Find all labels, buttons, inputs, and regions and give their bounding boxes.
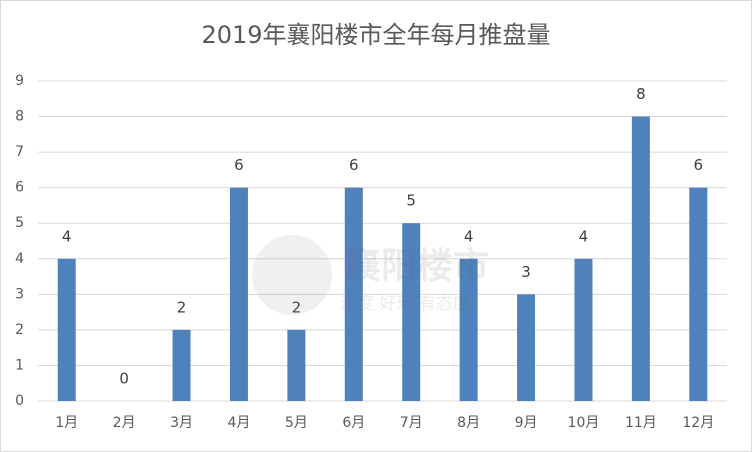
- data-label: 6: [349, 156, 359, 174]
- data-label: 6: [694, 156, 704, 174]
- x-tick-label: 11月: [625, 415, 657, 431]
- data-label: 2: [292, 298, 302, 316]
- bar: [344, 187, 363, 401]
- bar: [229, 187, 248, 401]
- bar: [57, 258, 76, 401]
- x-tick-label: 8月: [457, 415, 480, 431]
- bar: [689, 187, 708, 401]
- y-tick-label: 1: [15, 357, 24, 373]
- y-tick-label: 4: [15, 251, 24, 267]
- data-label: 5: [406, 192, 416, 210]
- data-label: 4: [62, 227, 72, 245]
- bar: [172, 329, 191, 401]
- x-tick-label: 5月: [285, 415, 308, 431]
- watermark: 襄阳楼市 深度 好玩 有态度: [252, 235, 489, 315]
- bar: [574, 258, 593, 401]
- x-tick-label: 7月: [400, 415, 423, 431]
- data-label: 4: [579, 227, 589, 245]
- y-tick-label: 6: [15, 180, 24, 196]
- data-label: 8: [636, 85, 646, 103]
- y-tick-label: 2: [15, 322, 24, 338]
- y-tick-label: 9: [15, 73, 24, 89]
- y-tick-label: 8: [15, 109, 24, 125]
- data-label: 3: [521, 263, 531, 281]
- x-tick-label: 1月: [55, 415, 78, 431]
- y-tick-label: 7: [15, 144, 24, 160]
- x-tick-label: 2月: [113, 415, 136, 431]
- watermark-text: 襄阳楼市: [345, 246, 489, 287]
- x-tick-label: 9月: [515, 415, 538, 431]
- bar: [517, 294, 536, 401]
- watermark-logo: [252, 235, 332, 315]
- y-tick-label: 0: [15, 393, 24, 409]
- data-label: 2: [177, 298, 187, 316]
- watermark-subtext: 深度 好玩 有态度: [340, 294, 470, 314]
- chart-title: 2019年襄阳楼市全年每月推盘量: [201, 21, 550, 49]
- x-tick-label: 12月: [682, 415, 714, 431]
- bar: [402, 223, 421, 401]
- data-label: 4: [464, 227, 474, 245]
- y-tick-label: 5: [15, 215, 24, 231]
- bar: [459, 258, 478, 401]
- x-tick-label: 6月: [342, 415, 365, 431]
- x-tick-label: 3月: [170, 415, 193, 431]
- bar: [631, 116, 650, 402]
- data-label: 0: [119, 370, 129, 388]
- data-label: 6: [234, 156, 244, 174]
- x-tick-label: 4月: [227, 415, 250, 431]
- y-tick-label: 3: [15, 286, 24, 302]
- x-tick-label: 10月: [568, 415, 600, 431]
- bar: [287, 329, 306, 401]
